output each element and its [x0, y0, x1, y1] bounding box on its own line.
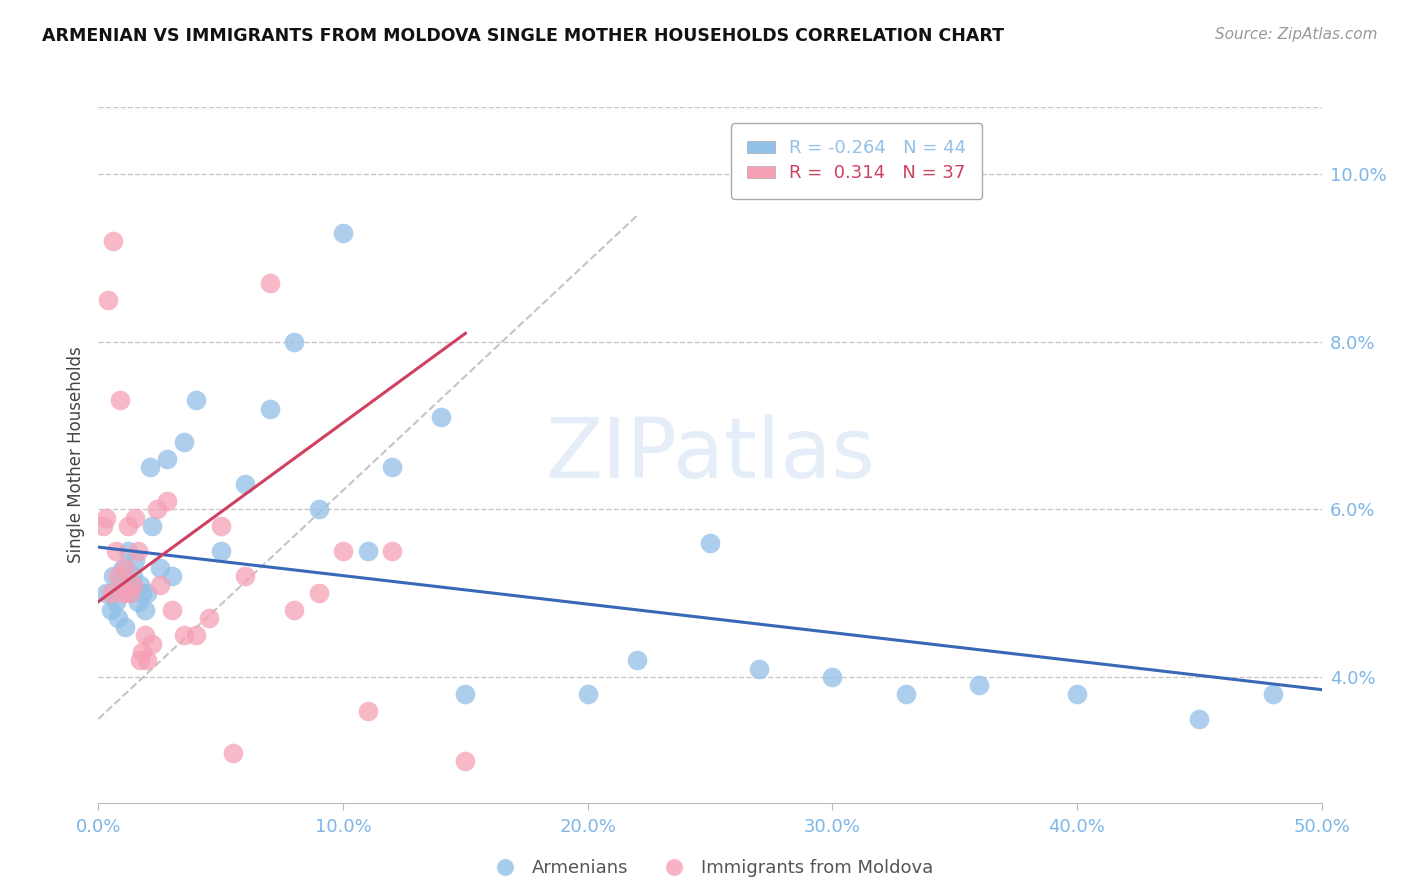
Point [197, 611, 219, 625]
Point [1261, 687, 1284, 701]
Point [209, 544, 232, 558]
Point [127, 594, 149, 608]
Point [146, 502, 169, 516]
Point [283, 334, 305, 349]
Point [104, 544, 127, 558]
Point [156, 494, 179, 508]
Point [173, 435, 195, 450]
Point [233, 477, 256, 491]
Legend: Armenians, Immigrants from Moldova: Armenians, Immigrants from Moldova [479, 852, 941, 884]
Text: ARMENIAN VS IMMIGRANTS FROM MOLDOVA SINGLE MOTHER HOUSEHOLDS CORRELATION CHART: ARMENIAN VS IMMIGRANTS FROM MOLDOVA SING… [42, 27, 1004, 45]
Point [117, 544, 139, 558]
Point [626, 653, 648, 667]
Point [101, 569, 124, 583]
Point [233, 569, 256, 583]
Point [332, 544, 354, 558]
Text: ZIPatlas: ZIPatlas [546, 415, 875, 495]
Point [160, 569, 183, 583]
Point [134, 628, 156, 642]
Point [131, 586, 153, 600]
Point [136, 653, 159, 667]
Point [149, 561, 172, 575]
Point [127, 544, 149, 558]
Point [121, 578, 143, 592]
Point [141, 636, 163, 650]
Point [114, 620, 136, 634]
Point [97, 293, 120, 307]
Point [139, 460, 162, 475]
Point [186, 628, 208, 642]
Point [120, 586, 142, 600]
Point [110, 578, 132, 592]
Point [91, 519, 114, 533]
Point [107, 611, 129, 625]
Point [259, 276, 281, 290]
Point [111, 586, 134, 600]
Point [94, 586, 117, 600]
Point [748, 662, 770, 676]
Point [356, 544, 378, 558]
Point [894, 687, 917, 701]
Point [134, 603, 156, 617]
Point [100, 586, 122, 600]
Point [381, 544, 404, 558]
Point [100, 603, 122, 617]
Point [209, 519, 232, 533]
Y-axis label: Single Mother Households: Single Mother Households [66, 347, 84, 563]
Point [173, 628, 195, 642]
Point [332, 226, 354, 240]
Point [117, 519, 139, 533]
Point [114, 561, 136, 575]
Point [101, 234, 124, 248]
Point [1066, 687, 1088, 701]
Point [967, 678, 990, 692]
Point [454, 687, 477, 701]
Point [156, 452, 179, 467]
Point [308, 586, 330, 600]
Point [120, 586, 142, 600]
Point [110, 393, 132, 408]
Point [136, 586, 159, 600]
Point [1188, 712, 1211, 726]
Point [129, 578, 152, 592]
Point [94, 510, 117, 524]
Point [104, 594, 127, 608]
Point [141, 519, 163, 533]
Point [131, 645, 153, 659]
Point [821, 670, 844, 684]
Point [124, 552, 146, 566]
Point [381, 460, 404, 475]
Point [259, 401, 281, 416]
Point [124, 510, 146, 524]
Point [129, 653, 152, 667]
Text: Source: ZipAtlas.com: Source: ZipAtlas.com [1215, 27, 1378, 42]
Point [454, 754, 477, 768]
Point [430, 410, 453, 425]
Point [308, 502, 330, 516]
Point [356, 704, 378, 718]
Point [121, 569, 143, 583]
Point [576, 687, 599, 701]
Point [111, 561, 134, 575]
Point [149, 578, 172, 592]
Point [107, 569, 129, 583]
Point [186, 393, 208, 408]
Point [283, 603, 305, 617]
Point [222, 746, 245, 760]
Point [699, 536, 721, 550]
Point [160, 603, 183, 617]
